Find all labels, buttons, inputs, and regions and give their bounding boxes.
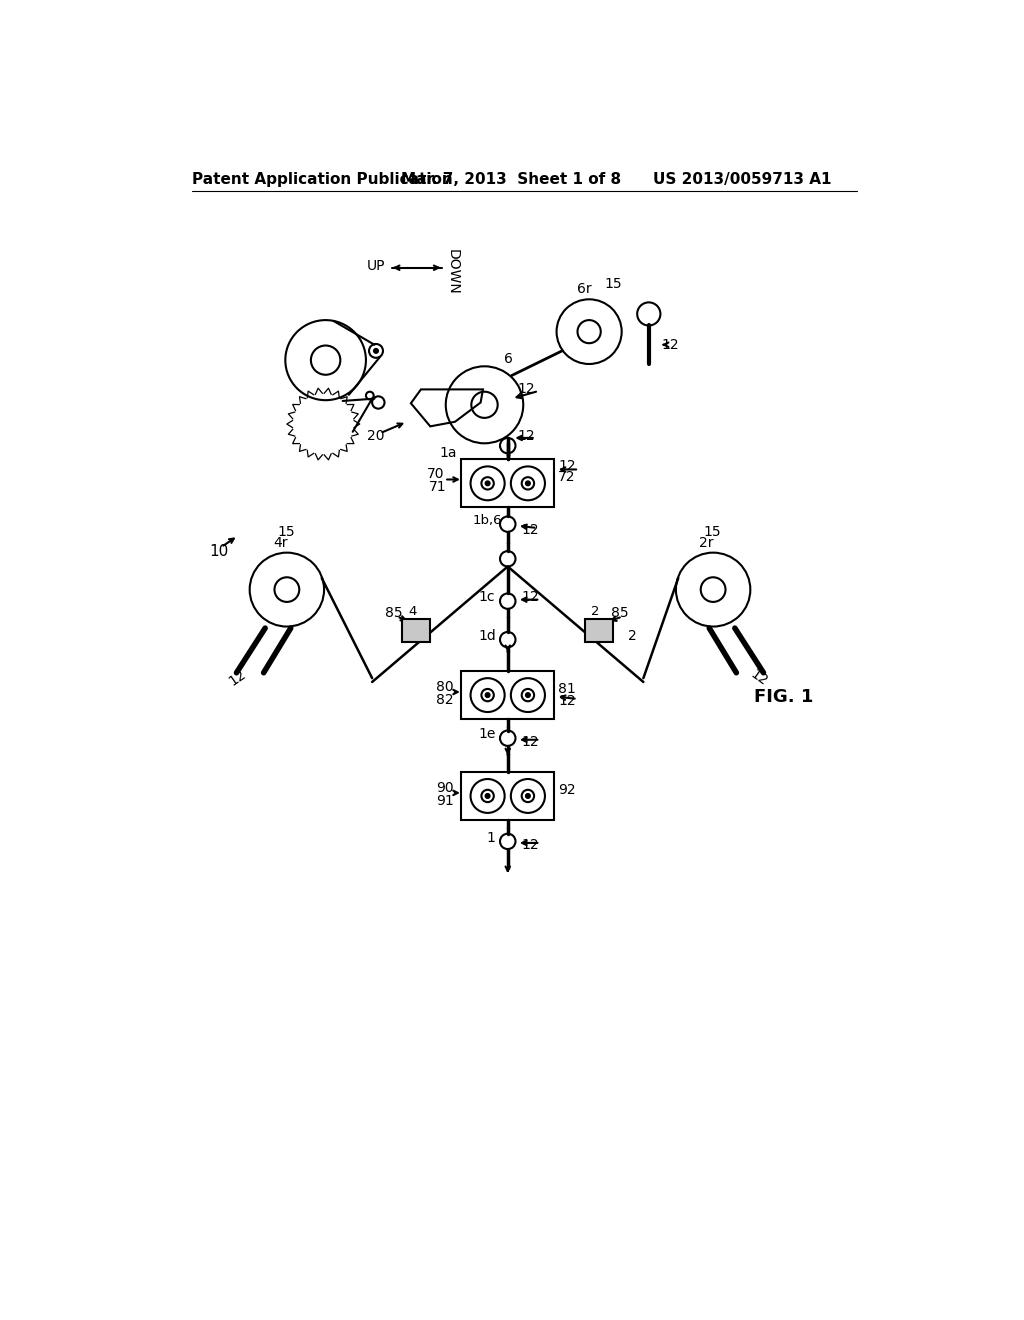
Text: 71: 71	[429, 480, 446, 494]
Text: 80: 80	[436, 680, 454, 694]
Text: 12: 12	[521, 838, 540, 853]
Bar	[586, 619, 613, 642]
Text: 1a: 1a	[440, 446, 458, 461]
Text: 1: 1	[486, 830, 495, 845]
Text: 2r: 2r	[699, 536, 714, 550]
Circle shape	[485, 693, 489, 697]
Circle shape	[525, 480, 530, 486]
Text: 82: 82	[436, 693, 454, 706]
Text: 6r: 6r	[578, 282, 592, 296]
Circle shape	[525, 693, 530, 697]
Text: 81: 81	[558, 682, 575, 696]
Text: 20: 20	[367, 429, 384, 442]
Bar	[461, 772, 554, 820]
Text: 12: 12	[517, 383, 535, 396]
Text: 12: 12	[748, 668, 770, 689]
Bar	[402, 619, 430, 642]
Text: 12: 12	[517, 429, 535, 442]
Text: 12: 12	[521, 735, 540, 748]
Text: 12: 12	[226, 668, 249, 689]
Text: 12: 12	[662, 338, 679, 351]
Text: 4r: 4r	[273, 536, 288, 550]
Text: US 2013/0059713 A1: US 2013/0059713 A1	[653, 172, 831, 186]
Text: 90: 90	[436, 781, 454, 795]
Circle shape	[374, 348, 378, 354]
Text: 1d: 1d	[478, 628, 496, 643]
Text: 15: 15	[278, 525, 295, 539]
Text: 10: 10	[209, 544, 228, 558]
Text: 15: 15	[703, 525, 722, 539]
Bar	[461, 671, 554, 719]
Text: Mar. 7, 2013  Sheet 1 of 8: Mar. 7, 2013 Sheet 1 of 8	[400, 172, 621, 186]
Text: 2: 2	[591, 605, 600, 618]
Text: 92: 92	[558, 783, 575, 797]
Text: 12: 12	[558, 694, 575, 709]
Text: Patent Application Publication: Patent Application Publication	[193, 172, 453, 186]
Text: 72: 72	[558, 470, 575, 484]
Text: 1c: 1c	[478, 590, 495, 605]
Text: 12: 12	[558, 459, 575, 474]
Text: 4: 4	[409, 605, 417, 618]
Text: DOWN: DOWN	[445, 248, 460, 294]
Text: 85: 85	[385, 606, 402, 619]
Text: 1b,6: 1b,6	[473, 513, 503, 527]
Bar	[461, 459, 554, 507]
Circle shape	[485, 480, 489, 486]
Text: 1e: 1e	[478, 727, 496, 742]
Text: 70: 70	[426, 467, 443, 480]
Text: 12: 12	[521, 590, 540, 605]
Text: UP: UP	[367, 259, 385, 273]
Text: 6: 6	[504, 351, 513, 366]
Polygon shape	[411, 389, 483, 426]
Text: 91: 91	[436, 793, 455, 808]
Text: FIG. 1: FIG. 1	[755, 689, 814, 706]
Text: 85: 85	[611, 606, 629, 619]
Text: 15: 15	[604, 277, 623, 290]
Circle shape	[525, 793, 530, 799]
Text: 2: 2	[628, 628, 637, 643]
Circle shape	[485, 793, 489, 799]
Text: 12: 12	[521, 523, 540, 537]
